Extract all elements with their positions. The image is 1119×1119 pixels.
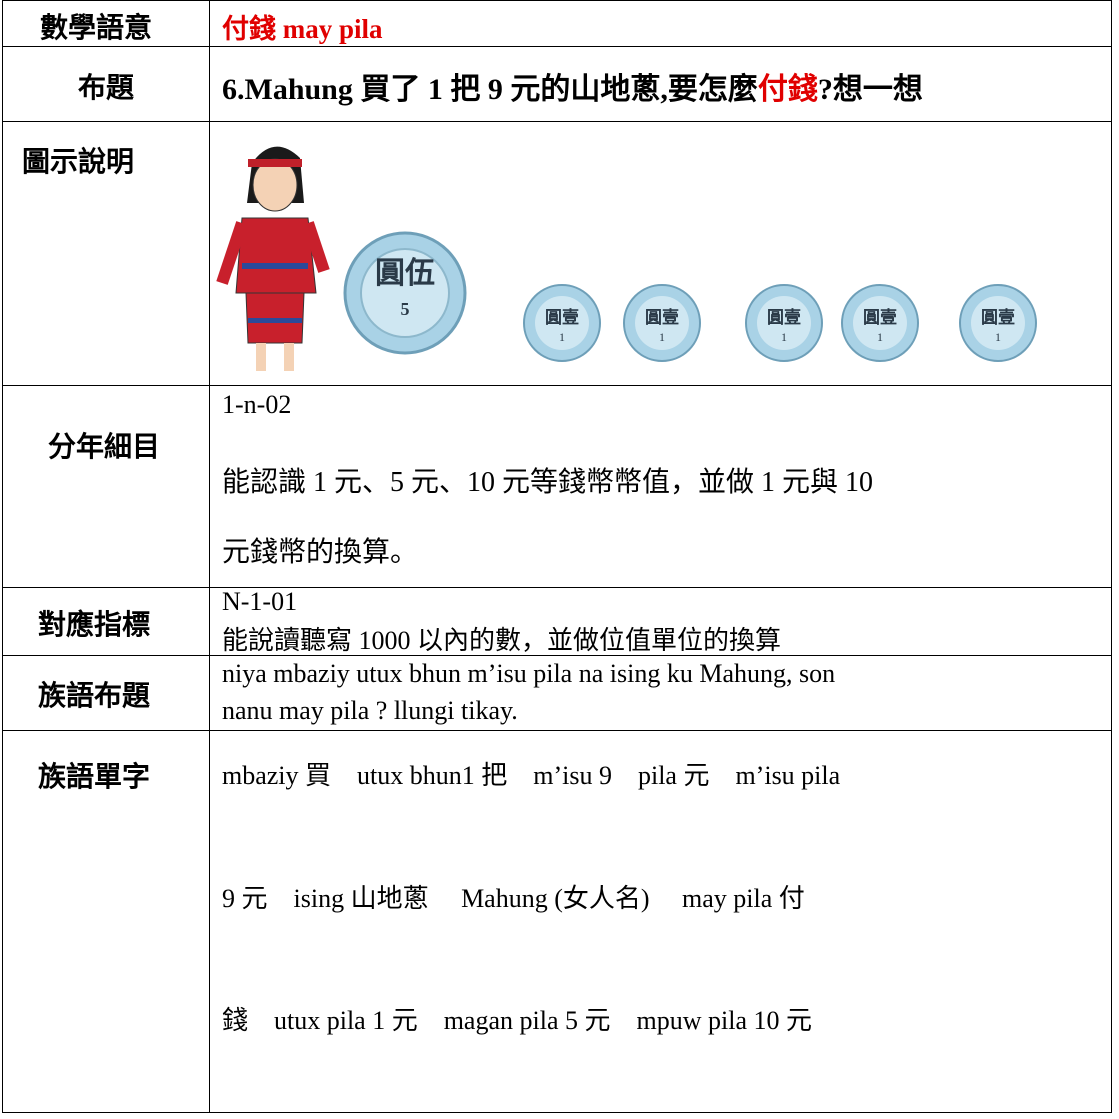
coin-1: 圓壹 1 <box>523 284 601 362</box>
content-line: 1-n-02 <box>222 390 292 419</box>
illustration: 圓伍 5 圓壹 1 圓壹 1 圓壹 1 圓壹 1 圓壹 1 <box>216 146 1037 371</box>
coin-value: 1 <box>995 330 1001 344</box>
problem-text: 6.Mahung 買了 1 把 9 元的山地蔥,要怎麼付錢?想一想 <box>222 64 923 108</box>
coin-face <box>535 296 589 350</box>
coin-1: 圓壹 1 <box>959 284 1037 362</box>
row-label: 數學語意 <box>40 11 153 44</box>
content-line: niya mbaziy utux bhun m’isu pila na isin… <box>222 659 836 688</box>
topic-text: 付錢 may pila <box>222 14 383 44</box>
coin-value: 1 <box>877 330 883 344</box>
row-label: 對應指標 <box>38 608 151 641</box>
girl <box>216 146 330 371</box>
content-line: 9 元 ising 山地蔥 Mahung (女人名) may pila 付 <box>222 884 805 913</box>
row-line <box>2 587 1112 588</box>
row-line <box>2 46 1112 47</box>
coin-text: 圓壹 <box>645 307 679 327</box>
content-line: 錢 utux pila 1 元 magan pila 5 元 mpuw pila… <box>222 1006 812 1035</box>
coin-face <box>757 296 811 350</box>
coin-value: 1 <box>659 330 665 344</box>
problem-highlight: 付錢 <box>757 73 818 106</box>
content-line: nanu may pila ? llungi tikay. <box>222 696 518 725</box>
row-line <box>2 730 1112 731</box>
coin-value: 5 <box>401 299 410 319</box>
content-line: N-1-01 <box>222 587 298 616</box>
coin-1: 圓壹 1 <box>841 284 919 362</box>
row-line <box>2 655 1112 656</box>
coin-face <box>635 296 689 350</box>
row-line <box>2 121 1112 122</box>
content-line: 能認識 1 元、5 元、10 元等錢幣幣值，並做 1 元與 10 <box>222 467 874 498</box>
coin-text: 圓壹 <box>981 307 1015 327</box>
content-line: 能說讀聽寫 1000 以內的數，並做位值單位的換算 <box>222 626 782 655</box>
coin-text: 圓壹 <box>863 307 897 327</box>
coin-1: 圓壹 1 <box>623 284 701 362</box>
coin-value: 1 <box>559 330 565 344</box>
content-line: 元錢幣的換算。 <box>222 537 419 568</box>
row-line <box>2 385 1112 386</box>
row-label: 族語單字 <box>38 760 151 793</box>
coin-face <box>853 296 907 350</box>
content-line: mbaziy 買 utux bhun1 把 m’isu 9 pila 元 m’i… <box>222 761 841 790</box>
coin-5: 圓伍 5 <box>343 231 467 355</box>
coin-text: 圓壹 <box>545 307 579 327</box>
row-label: 分年細目 <box>48 430 161 463</box>
column-divider <box>2 0 210 1113</box>
coin-text: 圓壹 <box>767 307 801 327</box>
coin-1: 圓壹 1 <box>745 284 823 362</box>
coin-value: 1 <box>781 330 787 344</box>
problem-part: ?想一想 <box>817 73 923 106</box>
row-label: 族語布題 <box>38 679 151 712</box>
coin-text: 圓伍 <box>375 257 435 290</box>
row-label: 布題 <box>78 71 135 104</box>
problem-part: 6.Mahung 買了 1 把 9 元的山地蔥,要怎麼 <box>222 73 758 106</box>
row-label: 圖示說明 <box>22 145 135 178</box>
coin-face <box>971 296 1025 350</box>
